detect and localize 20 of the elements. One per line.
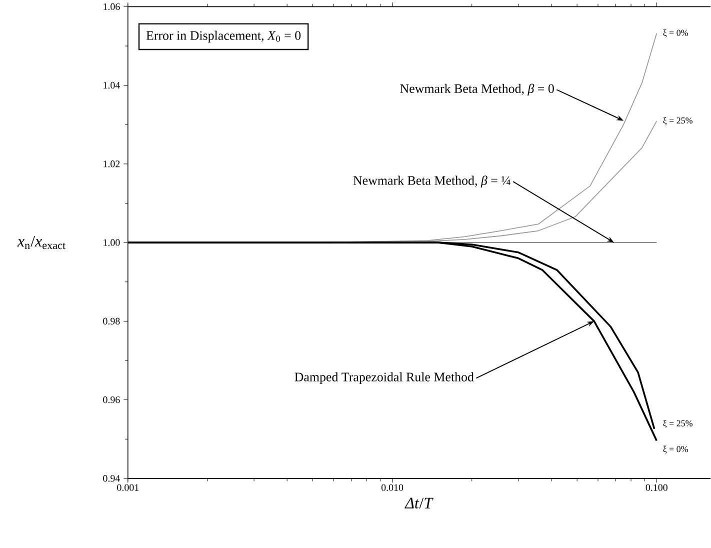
y-tick-label: 0.98 xyxy=(103,318,120,324)
y-tick-label: 1.00 xyxy=(104,238,120,246)
y-axis-title: x$_{n}$/x$_{exact}$ xyxy=(17,236,66,249)
annotation: ξ = 0% xyxy=(663,446,688,454)
annotation: Damped Trapezoidal Rule Method xyxy=(294,372,474,384)
y-tick-label: 1.02 xyxy=(104,160,120,168)
x-tick-label: 0.001 xyxy=(117,484,139,491)
x-tick-label: 0.100 xyxy=(646,484,668,491)
x-tick-label: 0.010 xyxy=(381,484,404,491)
y-tick-label: 0.96 xyxy=(103,396,120,403)
annotation: ξ = 25% xyxy=(663,420,692,428)
text: Error in Displacement, X$_{0}$ = 0 xyxy=(146,30,301,42)
annotation: Newmark Beta Method, β = 0 xyxy=(400,84,554,96)
y-tick-label: 1.04 xyxy=(104,82,120,89)
annotation: ξ = 25% xyxy=(663,116,692,125)
y-tick-label: 0.94 xyxy=(103,474,120,482)
y-tick-label: 1.06 xyxy=(104,3,120,10)
x-axis-title: Δt/T xyxy=(404,498,434,508)
annotation: Newmark Beta Method, β = ¼ xyxy=(353,175,510,188)
annotation: ξ = 0% xyxy=(663,29,688,38)
